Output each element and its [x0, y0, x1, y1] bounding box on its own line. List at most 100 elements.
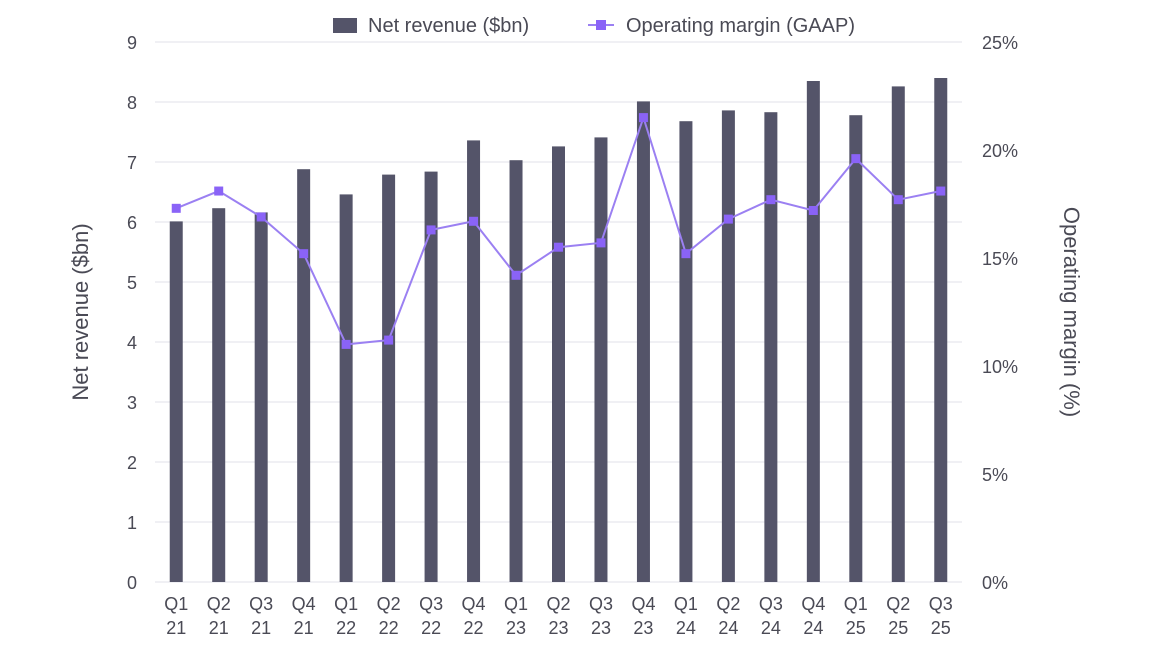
bar-Q1-23: [509, 160, 523, 582]
bar-Q2-23: [552, 146, 565, 582]
legend-label-revenue: Net revenue ($bn): [368, 15, 529, 37]
x-tick-year: 24: [718, 618, 738, 638]
margin-point-Q3-21: [256, 212, 266, 222]
x-tick-year: 23: [633, 618, 653, 638]
margin-point-Q2-23: [554, 242, 563, 252]
x-tick-quarter: Q2: [377, 594, 401, 614]
margin-point-Q3-22: [426, 225, 436, 235]
x-tick-year: 23: [591, 618, 611, 638]
x-tick-year: 22: [379, 618, 399, 638]
x-tick-quarter: Q1: [504, 594, 528, 614]
bar-Q4-23: [636, 101, 650, 583]
x-axis-ticks: Q1 21 Q2 21 Q3 21 Q4 21 Q1 22 Q2 22 Q3 22 Q4 22 Q1 23 Q2 23…: [164, 594, 953, 638]
right-tick-label: 10%: [982, 357, 1018, 377]
x-tick-year: 23: [506, 618, 526, 638]
x-tick-year: 25: [846, 618, 866, 638]
left-tick-label: 1: [127, 513, 137, 533]
margin-point-Q1-22: [341, 339, 351, 349]
right-tick-label: 5%: [982, 465, 1008, 485]
bar-Q3-24: [764, 112, 778, 582]
right-axis-ticks: 0% 5% 10% 15% 20% 25%: [982, 33, 1018, 593]
x-tick-year: 25: [888, 618, 908, 638]
margin-point-Q1-21: [171, 203, 181, 213]
margin-point-Q3-23: [596, 238, 606, 248]
legend-swatch-margin-marker: [596, 20, 606, 30]
bar-Q3-25: [934, 78, 948, 582]
bar-Q1-22: [339, 194, 353, 582]
x-tick-year: 22: [421, 618, 441, 638]
right-tick-label: 25%: [982, 33, 1018, 53]
left-tick-label: 0: [127, 573, 137, 593]
margin-point-Q4-21: [299, 249, 309, 259]
x-tick-year: 21: [166, 618, 186, 638]
margin-point-Q1-25: [851, 154, 861, 164]
bar-Q1-24: [679, 121, 693, 582]
margin-point-Q2-21: [214, 186, 224, 196]
margin-point-Q3-24: [766, 195, 776, 205]
left-tick-label: 2: [127, 453, 137, 473]
left-tick-label: 8: [127, 93, 137, 113]
x-tick-year: 23: [548, 618, 568, 638]
x-tick-year: 25: [931, 618, 951, 638]
x-tick-year: 24: [761, 618, 781, 638]
bar-Q4-21: [297, 169, 311, 582]
bar-Q3-21: [254, 212, 268, 582]
bar-Q3-23: [594, 137, 608, 582]
x-tick-year: 24: [676, 618, 696, 638]
margin-point-Q2-25: [893, 195, 903, 205]
x-tick-year: 22: [464, 618, 484, 638]
x-tick-quarter: Q3: [419, 594, 443, 614]
bar-Q2-22: [382, 174, 396, 582]
left-tick-label: 3: [127, 393, 137, 413]
margin-point-Q3-25: [936, 186, 946, 196]
x-tick-quarter: Q2: [207, 594, 231, 614]
margin-point-Q2-22: [384, 335, 394, 345]
x-tick-quarter: Q1: [674, 594, 698, 614]
x-tick-quarter: Q4: [631, 594, 655, 614]
bar-Q2-21: [212, 208, 226, 582]
x-tick-quarter: Q4: [292, 594, 316, 614]
right-tick-label: 20%: [982, 141, 1018, 161]
bar-Q1-21: [169, 221, 183, 582]
right-tick-label: 0%: [982, 573, 1008, 593]
margin-point-Q1-24: [681, 249, 691, 259]
bar-Q1-25: [849, 115, 863, 582]
right-axis-label: Operating margin (%): [1059, 207, 1084, 417]
left-tick-label: 7: [127, 153, 137, 173]
x-tick-quarter: Q2: [716, 594, 740, 614]
left-tick-label: 4: [127, 333, 137, 353]
left-tick-label: 6: [127, 213, 137, 233]
bar-Q4-22: [467, 140, 481, 582]
x-tick-quarter: Q3: [589, 594, 613, 614]
line-series: [171, 113, 946, 349]
x-tick-quarter: Q3: [759, 594, 783, 614]
left-axis-label: Net revenue ($bn): [68, 223, 93, 400]
margin-point-Q4-22: [469, 216, 479, 226]
left-axis-ticks: 0 1 2 3 4 5 6 7 8 9: [127, 33, 137, 593]
x-tick-quarter: Q1: [334, 594, 358, 614]
x-tick-quarter: Q4: [462, 594, 486, 614]
x-tick-quarter: Q1: [164, 594, 188, 614]
x-tick-quarter: Q2: [886, 594, 910, 614]
left-tick-label: 9: [127, 33, 137, 53]
x-tick-year: 22: [336, 618, 356, 638]
x-tick-year: 21: [294, 618, 314, 638]
bar-Q2-25: [891, 86, 905, 583]
margin-point-Q4-24: [808, 205, 818, 215]
legend-label-margin: Operating margin (GAAP): [626, 15, 855, 37]
legend: Net revenue ($bn) Operating margin (GAAP…: [333, 15, 855, 37]
bar-Q2-24: [721, 110, 735, 583]
margin-point-Q4-23: [638, 113, 648, 123]
x-tick-quarter: Q2: [546, 594, 570, 614]
x-tick-quarter: Q3: [249, 594, 273, 614]
x-tick-year: 21: [209, 618, 229, 638]
x-tick-year: 24: [803, 618, 823, 638]
bar-Q3-22: [424, 171, 438, 582]
left-tick-label: 5: [127, 273, 137, 293]
x-tick-quarter: Q3: [929, 594, 953, 614]
margin-point-Q1-23: [511, 270, 521, 280]
x-tick-year: 21: [251, 618, 271, 638]
margin-point-Q2-24: [723, 214, 733, 224]
bar-series: [169, 78, 948, 583]
